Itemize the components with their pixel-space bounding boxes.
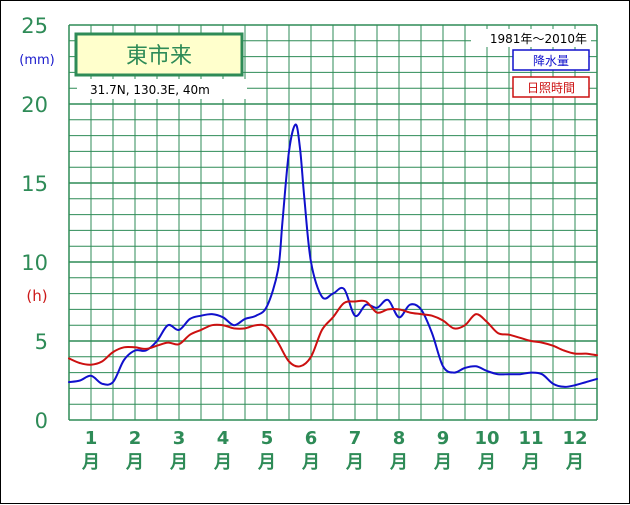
y-axis: 0 5 10 15 20 25 bbox=[21, 14, 48, 433]
title-box-border bbox=[74, 32, 244, 77]
month-suffix-label: 月 bbox=[213, 452, 232, 473]
month-suffix-label: 月 bbox=[521, 452, 540, 473]
title-box: 東市来 bbox=[74, 32, 244, 77]
y-tick-label: 10 bbox=[21, 251, 48, 275]
month-number-label: 11 bbox=[518, 428, 543, 449]
month-suffix-label: 月 bbox=[389, 452, 408, 473]
month-number-label: 7 bbox=[349, 428, 362, 449]
month-number-label: 6 bbox=[305, 428, 318, 449]
series-line bbox=[68, 299, 598, 368]
y-tick-label: 5 bbox=[35, 330, 48, 354]
month-number-label: 8 bbox=[393, 428, 406, 449]
legend-box bbox=[512, 49, 590, 71]
unit-mm-label: (mm) bbox=[19, 53, 54, 68]
month-number-label: 10 bbox=[474, 428, 499, 449]
y-tick-label: 20 bbox=[21, 93, 48, 117]
month-suffix-label: 月 bbox=[433, 452, 452, 473]
month-suffix-label: 月 bbox=[345, 452, 364, 473]
y-tick-label: 0 bbox=[35, 409, 48, 433]
legend-entry: 日照時間 bbox=[527, 81, 575, 95]
month-suffix-label: 月 bbox=[477, 452, 496, 473]
location-backdrop bbox=[77, 79, 247, 99]
month-number-label: 3 bbox=[173, 428, 186, 449]
x-axis: 1 月 2 月 3 月 4 月 5 月 6 月 7 月 8 月 9 月 10 月 11 月 12 月 bbox=[81, 428, 588, 473]
month-suffix-label: 月 bbox=[169, 452, 188, 473]
month-suffix-label: 月 bbox=[125, 452, 144, 473]
chart-title: 東市来 bbox=[126, 44, 192, 69]
period-label: 1981年～2010年 bbox=[490, 32, 587, 46]
location-label: 31.7N, 130.3E, 40m bbox=[90, 83, 210, 97]
unit-h-label: (h) bbox=[26, 287, 47, 305]
y-tick-label: 15 bbox=[21, 172, 48, 196]
series-line bbox=[68, 123, 598, 388]
legend-box bbox=[512, 76, 590, 98]
series-lines bbox=[68, 123, 598, 388]
month-number-label: 4 bbox=[217, 428, 230, 449]
month-suffix-label: 月 bbox=[257, 452, 276, 473]
legend-entry: 降水量 bbox=[533, 54, 569, 68]
month-number-label: 12 bbox=[562, 428, 587, 449]
period-backdrop bbox=[471, 29, 591, 47]
y-tick-label: 25 bbox=[21, 14, 48, 38]
month-suffix-label: 月 bbox=[565, 452, 584, 473]
month-number-label: 1 bbox=[85, 428, 98, 449]
month-number-label: 2 bbox=[129, 428, 142, 449]
month-suffix-label: 月 bbox=[81, 452, 100, 473]
month-number-label: 9 bbox=[437, 428, 450, 449]
month-suffix-label: 月 bbox=[301, 452, 320, 473]
month-number-label: 5 bbox=[261, 428, 274, 449]
